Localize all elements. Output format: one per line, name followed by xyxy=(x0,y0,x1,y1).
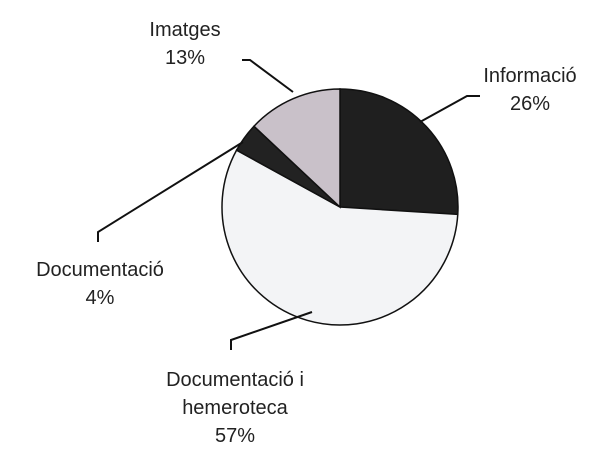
leader-line xyxy=(230,311,313,350)
category-name: Imatges xyxy=(149,19,221,41)
percent-label: 26% xyxy=(509,93,551,115)
pie-slice xyxy=(221,149,459,326)
slice-label: Documentació i hemeroteca 57% xyxy=(130,366,340,450)
pie-slice xyxy=(339,88,459,216)
leader-line xyxy=(242,59,294,93)
percent-label: 13% xyxy=(164,47,206,69)
percent-label: 57% xyxy=(214,425,256,447)
category-name: Documentació xyxy=(36,259,164,281)
percent-label: 4% xyxy=(85,287,115,309)
leader-line xyxy=(97,141,244,242)
leader-line xyxy=(419,95,480,123)
category-name: Documentació i hemeroteca xyxy=(166,369,304,419)
slice-label: Documentació 4% xyxy=(0,256,200,312)
category-name: Informació xyxy=(483,65,577,87)
slice-label: Informació 26% xyxy=(465,62,595,118)
slice-label: Imatges 13% xyxy=(120,16,250,72)
pie-slice xyxy=(252,88,341,209)
